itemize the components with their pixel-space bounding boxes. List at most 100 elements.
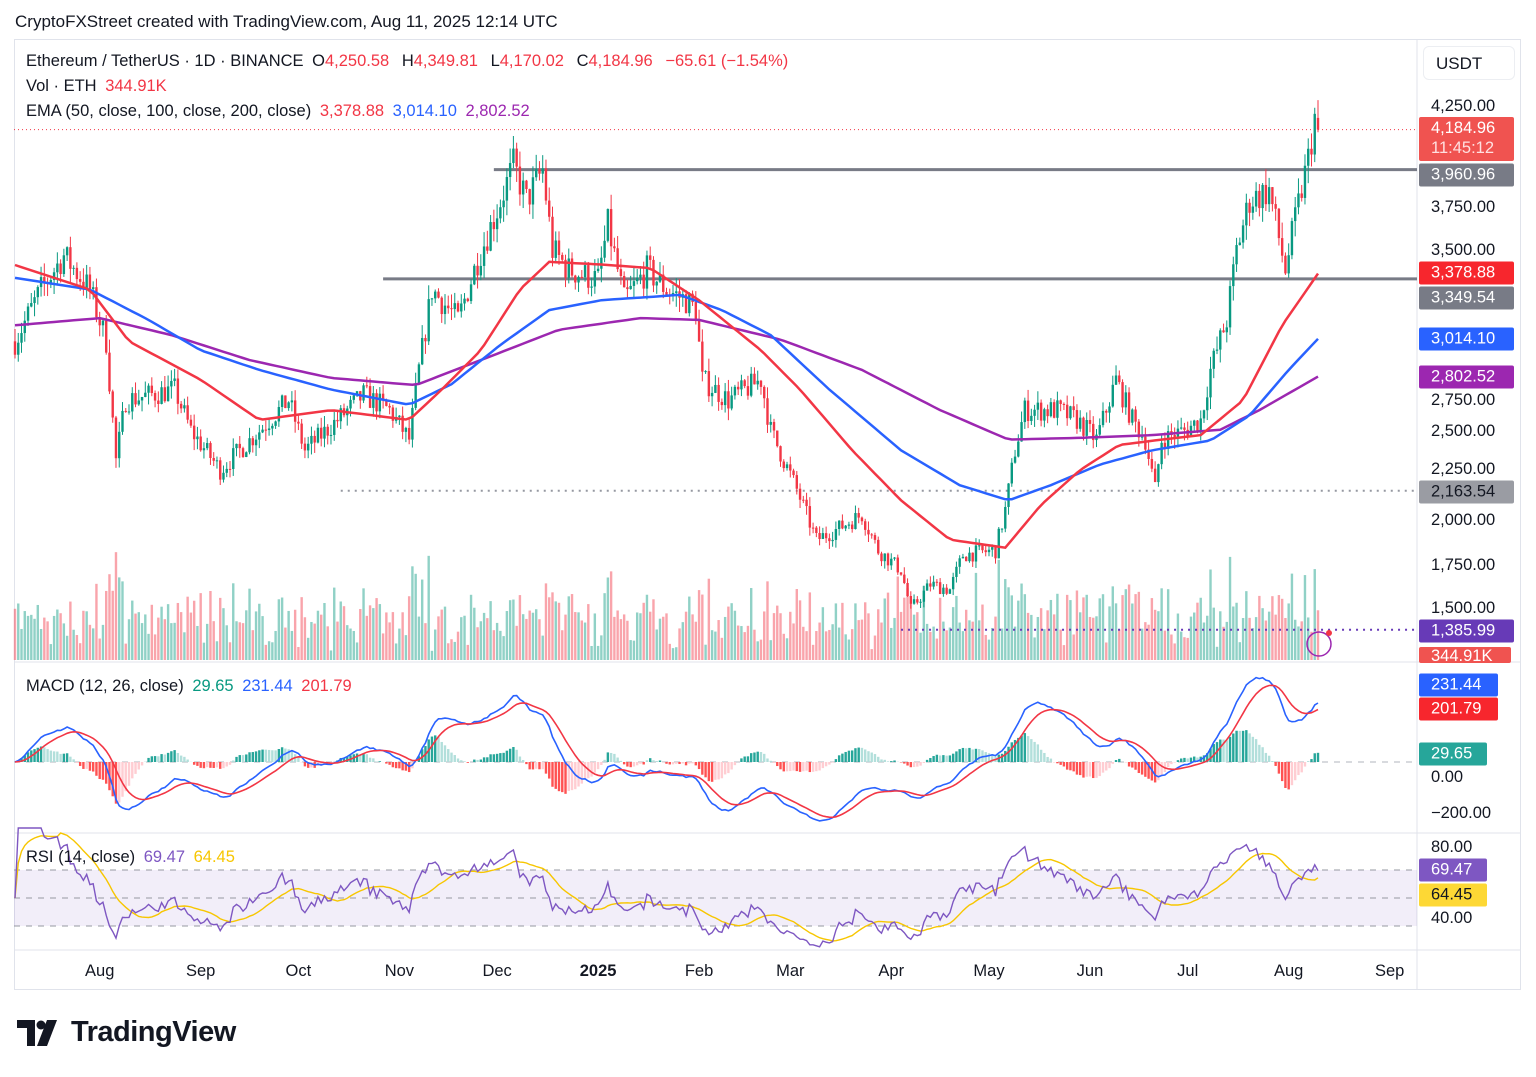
macd-histogram-bar xyxy=(1105,762,1108,771)
candle-body xyxy=(850,524,854,530)
macd-histogram-bar xyxy=(134,762,137,774)
macd-histogram-bar xyxy=(502,752,505,762)
ema-label[interactable]: EMA (50, close, 100, close, 200, close) xyxy=(26,102,312,120)
volume-bar xyxy=(681,622,684,660)
candle-body xyxy=(33,297,36,304)
macd-histogram-bar xyxy=(235,756,238,762)
macd-histogram-bar xyxy=(916,762,919,767)
alert-icon[interactable] xyxy=(1306,631,1332,657)
volume-bar xyxy=(606,577,610,660)
candle-body xyxy=(649,255,652,260)
candle-body xyxy=(443,305,447,315)
candle-body xyxy=(1267,187,1271,205)
symbol-name[interactable]: Ethereum / TetherUS · 1D · BINANCE xyxy=(26,52,304,70)
volume-bar xyxy=(323,603,326,660)
macd-histogram-bar xyxy=(1140,762,1144,775)
macd-histogram-bar xyxy=(727,762,730,774)
volume-bar xyxy=(548,597,551,660)
macd-histogram-bar xyxy=(1020,735,1023,762)
macd-histogram-bar xyxy=(453,755,456,762)
volume-bar xyxy=(886,592,890,660)
ema200-tag: 2,802.52 xyxy=(1419,365,1514,389)
candle-body xyxy=(473,265,476,285)
macd-histogram-bar xyxy=(1111,762,1114,764)
candle-body xyxy=(1196,420,1199,432)
candle-body xyxy=(1284,255,1287,274)
macd-histogram-bar xyxy=(440,741,443,762)
candle-body xyxy=(860,517,864,522)
ema50-line xyxy=(14,260,1320,550)
candle-body xyxy=(72,267,75,269)
volume-bar xyxy=(450,639,453,660)
volume-bar xyxy=(574,612,577,660)
volume-bar xyxy=(834,603,838,660)
tradingview-logo[interactable]: TradingView xyxy=(17,1016,236,1049)
volume-bar xyxy=(896,576,899,660)
candle-body xyxy=(1183,427,1186,430)
volume-bar xyxy=(909,603,913,660)
candle-body xyxy=(994,547,997,559)
close-value: 4,184.96 xyxy=(588,52,653,70)
candle-body xyxy=(870,534,873,536)
macd-label[interactable]: MACD (12, 26, close) xyxy=(26,677,184,695)
candle-body xyxy=(596,268,600,271)
volume-bar xyxy=(746,625,750,660)
volume-bar xyxy=(756,641,759,660)
candle-body xyxy=(753,373,756,385)
ema50-value: 3,378.88 xyxy=(319,102,385,120)
volume-bar xyxy=(118,577,121,660)
candle-body xyxy=(1069,406,1072,419)
alert-badge-icon xyxy=(1326,630,1332,636)
volume-bar xyxy=(287,610,290,660)
macd-histogram-bar xyxy=(456,758,460,762)
rsi-label[interactable]: RSI (14, close) xyxy=(26,848,136,866)
candle-body xyxy=(385,399,388,406)
volume-bar xyxy=(668,643,671,660)
volume-bar xyxy=(557,602,561,660)
candle-body xyxy=(906,582,909,597)
candle-body xyxy=(619,269,623,276)
volume-bar xyxy=(254,611,258,660)
volume-bar xyxy=(346,625,349,660)
volume-bar xyxy=(1065,594,1069,660)
volume-bar xyxy=(997,559,1000,660)
volume-bar xyxy=(912,614,916,660)
volume-bar xyxy=(730,603,733,660)
volume-bar xyxy=(108,574,111,660)
currency-selector[interactable]: USDT xyxy=(1423,46,1515,80)
volume-bar xyxy=(779,613,782,660)
volume-bar xyxy=(1111,586,1114,660)
volume-bar xyxy=(753,629,756,660)
macd-histogram-bar xyxy=(512,747,515,762)
candle-body xyxy=(1280,238,1284,256)
volume-bar xyxy=(78,643,82,660)
macd-histogram-bar xyxy=(1131,762,1134,768)
rsi-tick-label: 80.00 xyxy=(1431,838,1473,856)
macd-histogram-bar xyxy=(1085,762,1088,777)
macd-histogram-bar xyxy=(1287,762,1290,790)
open-label: O xyxy=(312,52,325,70)
volume-bar xyxy=(56,609,59,660)
volume-bar xyxy=(613,616,616,660)
volume-bar xyxy=(147,633,150,660)
volume-bar xyxy=(368,605,372,660)
macd-histogram-bar xyxy=(1170,762,1173,765)
candle-body xyxy=(551,216,554,258)
macd-histogram-bar xyxy=(932,756,935,762)
volume-bar xyxy=(1072,634,1075,660)
macd-histogram-bar xyxy=(1261,747,1264,762)
price-tick-label: 1,500.00 xyxy=(1431,599,1496,618)
macd-histogram-bar xyxy=(626,762,629,767)
volume-bar xyxy=(365,615,369,660)
volume-bar xyxy=(544,583,548,660)
volume-bar xyxy=(603,593,606,660)
candle-body xyxy=(886,553,890,566)
volume-label[interactable]: Vol · ETH xyxy=(26,77,97,95)
macd-histogram-bar xyxy=(284,748,287,762)
macd-histogram-bar xyxy=(62,753,66,762)
macd-histogram-bar xyxy=(1232,733,1235,762)
candle-body xyxy=(323,426,326,439)
volume-bar xyxy=(600,635,603,660)
volume-bar xyxy=(245,610,248,660)
